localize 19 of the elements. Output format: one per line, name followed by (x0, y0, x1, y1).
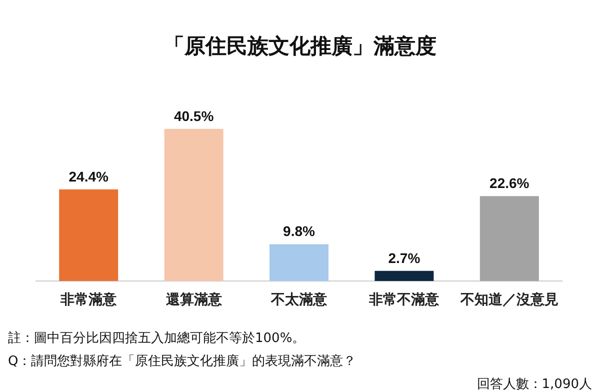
text: 回答人數：1,090人 (476, 377, 592, 392)
x-tick-label: 非常滿意 (60, 291, 118, 308)
bar (164, 128, 224, 281)
bar (374, 270, 434, 281)
data-label: 40.5% (174, 108, 214, 124)
bar (59, 189, 118, 281)
data-label: 22.6% (490, 175, 530, 192)
data-label: 2.7% (388, 250, 421, 266)
x-tick-label: 還算滿意 (164, 291, 223, 308)
data-label: 24.4% (68, 168, 109, 184)
chart-title: 「原住民族文化推廣」滿意度 (164, 33, 436, 58)
bar (480, 196, 539, 281)
x-tick-label: 不太滿意 (270, 291, 328, 308)
x-tick-label: 非常不滿意 (368, 291, 440, 308)
bar (270, 244, 328, 281)
text: 註：圖中百分比因四捨五入加總可能不等於100%。 (8, 331, 306, 346)
data-label: 9.8% (283, 223, 316, 240)
x-tick-label: 不知道／沒意見 (459, 291, 558, 308)
text: Q：請問您對縣府在「原住民族文化推廣」的表現滿不滿意？ (8, 353, 356, 369)
